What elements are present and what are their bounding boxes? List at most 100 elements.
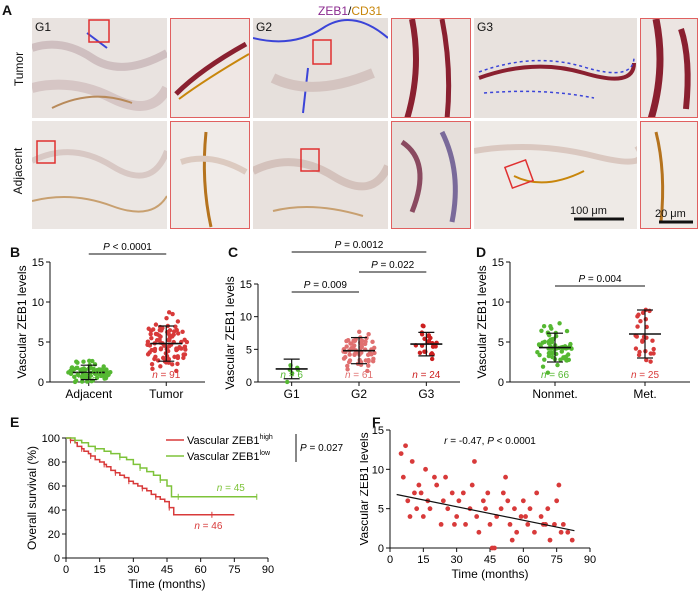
data-point [569, 537, 575, 543]
data-point [146, 326, 151, 331]
x-tick-label: 30 [127, 564, 139, 576]
data-point [414, 506, 420, 512]
data-point [167, 338, 172, 343]
data-point [166, 310, 172, 315]
data-point [560, 522, 566, 527]
data-point [640, 338, 645, 343]
tile-adjacent-g2 [253, 121, 388, 229]
data-point [539, 328, 544, 333]
y-tick-label: 40 [48, 505, 60, 517]
data-point [456, 498, 462, 504]
data-point [168, 334, 173, 339]
n-label: n = 45 [217, 483, 246, 494]
data-point [561, 355, 566, 360]
data-point [76, 372, 81, 378]
scale-bar-20: 20 μm [655, 208, 686, 220]
data-point [463, 522, 468, 527]
panel-a-microscopy: A ZEB1/CD31 Tumor Adjacent G1 G2 [0, 0, 700, 232]
x-tick-label: 45 [161, 564, 173, 576]
data-point [81, 373, 87, 379]
x-tick-label: Nonmet. [532, 387, 577, 401]
data-point [84, 379, 90, 384]
data-point [358, 345, 363, 351]
data-point [372, 350, 377, 356]
y-tick-label: 15 [32, 257, 44, 269]
y-axis-label: Vascular ZEB1 levels [475, 265, 489, 378]
x-tick-label: 0 [387, 554, 393, 566]
y-tick-label: 0 [378, 543, 384, 555]
group-label-g1: G1 [35, 20, 52, 34]
data-point [545, 370, 551, 375]
data-point [547, 537, 553, 543]
data-point [366, 331, 371, 337]
y-tick-label: 80 [48, 457, 60, 469]
n-label: n = 91 [152, 370, 181, 381]
y-tick-label: 10 [492, 297, 504, 309]
data-point [346, 359, 352, 365]
data-point [500, 490, 506, 496]
data-point [638, 319, 643, 324]
data-point [345, 363, 350, 369]
x-tick-label: 45 [484, 554, 496, 566]
data-point [474, 514, 480, 519]
data-point [556, 482, 562, 488]
data-point [532, 529, 537, 535]
data-point [371, 356, 376, 362]
y-tick-label: 0 [498, 377, 504, 389]
data-point [648, 351, 653, 356]
data-point [175, 354, 181, 359]
data-point [538, 514, 544, 519]
data-point [512, 506, 517, 512]
data-point [480, 498, 486, 504]
data-point [398, 451, 404, 456]
data-point [158, 364, 163, 369]
data-point [420, 323, 425, 328]
data-point [454, 514, 460, 519]
data-point [155, 358, 161, 363]
data-point [554, 498, 560, 504]
y-tick-label: 60 [48, 481, 60, 493]
data-point [164, 315, 169, 321]
data-point [351, 345, 356, 351]
tile-adjacent-g3: 100 μm [474, 121, 637, 229]
x-tick-label: 60 [195, 564, 207, 576]
row-label-tumor: Tumor [12, 51, 26, 87]
data-point [651, 346, 656, 352]
data-point [104, 373, 110, 378]
p-value-label: P < 0.0001 [103, 242, 152, 253]
data-point [440, 498, 446, 504]
y-tick-label: 100 [42, 433, 60, 445]
data-point [172, 354, 177, 360]
x-tick-label: Adjacent [65, 387, 112, 401]
stain-sep: / [348, 4, 352, 18]
chart-e: 0 20 40 60 80 100 0 15 30 45 60 75 90 Time (months) Ov… [25, 433, 344, 591]
data-point [72, 374, 77, 380]
data-point [549, 337, 554, 342]
group-label-g3: G3 [477, 20, 494, 34]
y-tick-label: 15 [492, 257, 504, 269]
data-point [184, 339, 190, 345]
data-point [520, 498, 526, 504]
data-point [370, 339, 375, 345]
data-point [174, 327, 179, 333]
data-point [348, 341, 353, 346]
data-point [505, 498, 511, 504]
y-tick-label: 15 [240, 279, 252, 291]
data-point [644, 357, 649, 363]
data-point [527, 506, 533, 512]
chart-f: 0 5 10 15 0 15 30 45 60 75 90 Time (months) Vascular… [360, 425, 596, 581]
data-point [635, 324, 640, 329]
data-point [175, 361, 180, 367]
data-point [647, 308, 652, 314]
data-point [487, 522, 493, 527]
x-tick-label: Tumor [149, 387, 183, 401]
data-point [565, 352, 571, 357]
survival-line-low [66, 437, 257, 498]
x-tick-label: 15 [417, 554, 429, 566]
y-tick-label: 20 [48, 529, 60, 541]
data-point [540, 364, 546, 369]
data-point [357, 329, 362, 334]
data-point [472, 459, 477, 464]
data-point [546, 332, 552, 338]
tile-adjacent-g2-zoom [391, 121, 471, 229]
